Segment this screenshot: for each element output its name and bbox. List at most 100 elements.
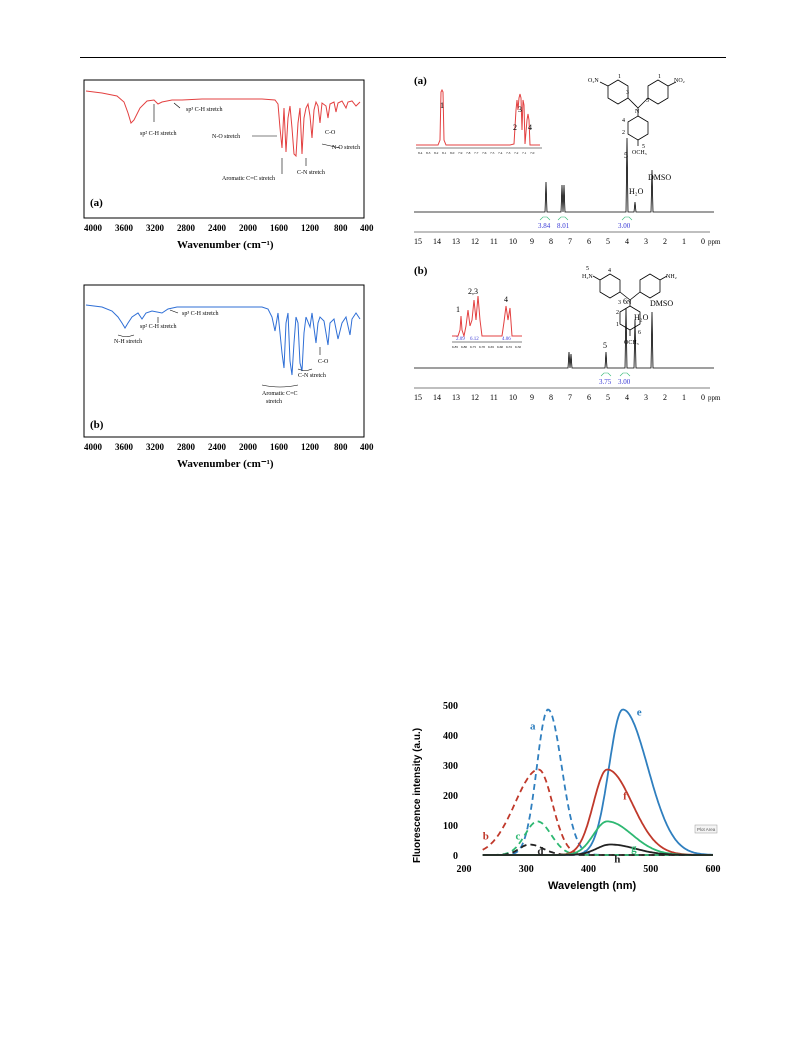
struct-b-group: H₂N xyxy=(582,274,593,280)
struct-b-num: 6 xyxy=(638,330,641,336)
ir-a-xtick: 1200 xyxy=(301,223,320,233)
nmr-a-xtick: 9 xyxy=(530,237,534,246)
nmr-b-inset: 2.09 6.12 4.06 6.85 6.80 6.75 6.70 6.65 … xyxy=(452,287,522,349)
nmr-b-xtick: 6 xyxy=(587,393,591,402)
ir-b-xtick: 3600 xyxy=(115,442,134,452)
ir-a-annot-2: N-O stretch xyxy=(212,134,240,140)
ir-b-annot-6: stretch xyxy=(266,399,282,405)
nmr-a-panel-label: (a) xyxy=(414,75,427,87)
ir-b-xlabel: Wavenumber (cm⁻¹) xyxy=(177,458,274,470)
inset-tick: 6.80 xyxy=(461,345,467,349)
inset-tick: 7.5 xyxy=(490,151,495,155)
nmr-a-xtick: 12 xyxy=(471,237,479,246)
nmr-b-xtick: 11 xyxy=(490,393,498,402)
struct-a-group: NO₂ xyxy=(674,78,685,84)
nmr-a-xtick: 4 xyxy=(625,237,629,246)
ir-b-annot-3: C-O xyxy=(318,359,329,365)
nmr-b-xtick: 7 xyxy=(568,393,572,402)
fl-ytick: 300 xyxy=(443,761,458,772)
ir-b-panel-label: (b) xyxy=(90,419,104,431)
nmr-a-xtick: 5 xyxy=(606,237,610,246)
struct-a-num: 5 xyxy=(642,144,645,150)
struct-a-group: OCH₃ xyxy=(632,150,647,156)
nmr-a-dmso-label: DMSO xyxy=(648,173,671,182)
nmr-b-peak-label: 4 xyxy=(504,295,508,304)
inset-tick: 6.65 xyxy=(488,345,494,349)
nmr-a-xtick: 6 xyxy=(587,237,591,246)
ir-a-annot-1: sp³ C-H stretch xyxy=(186,107,222,113)
ir-b-xtick: 1200 xyxy=(301,442,320,452)
fl-xtick: 500 xyxy=(643,864,658,875)
ir-a-xtick: 4000 xyxy=(84,223,103,233)
nmr-b-xtick: 9 xyxy=(530,393,534,402)
fl-ytick: 500 xyxy=(443,701,458,712)
nmr-a-xtick: 7 xyxy=(568,237,572,246)
ir-a-annot-4: N-O stretch xyxy=(332,145,360,151)
struct-a-num: 3 xyxy=(626,90,629,96)
nmr-b-inset-integral: 4.06 xyxy=(502,337,511,342)
fl-ylabel: Fluorescence intensity (a.u.) xyxy=(412,728,423,863)
inset-tick: 7.1 xyxy=(522,151,527,155)
nmr-b-xtick: 14 xyxy=(433,393,441,402)
fl-series-label-e: e xyxy=(637,707,642,719)
nmr-b-peak-label: 6 xyxy=(623,297,627,306)
inset-tick: 7.2 xyxy=(514,151,519,155)
nmr-b-xtick: 0 xyxy=(701,393,705,402)
fl-series-label-h: h xyxy=(614,854,620,866)
struct-b-group: N xyxy=(627,300,632,306)
ir-a-xtick: 400 xyxy=(360,223,374,233)
ir-b-annot-2: sp³ C-H stretch xyxy=(182,311,218,317)
fl-xlabel: Wavelength (nm) xyxy=(548,880,637,892)
header-rule xyxy=(80,57,726,58)
nmr-a-unit: ppm xyxy=(708,238,721,246)
ir-a-annot-5: Aromatic C=C stretch xyxy=(222,176,275,182)
ir-spectrum-b: (b) N-H stretch sp² C-H stretch sp³ C-H … xyxy=(83,284,374,470)
nmr-b-xtick: 8 xyxy=(549,393,553,402)
structure-a xyxy=(599,79,677,146)
inset-tick: 7.4 xyxy=(498,151,503,155)
struct-b-num: 4 xyxy=(608,268,611,274)
ir-b-xtick: 3200 xyxy=(146,442,165,452)
ir-a-xlabel: Wavenumber (cm⁻¹) xyxy=(177,239,274,251)
fl-xtick: 400 xyxy=(581,864,596,875)
ir-b-xticks: 4000 3600 3200 2800 2400 2000 1600 1200 … xyxy=(84,442,374,452)
ir-a-xtick: 3600 xyxy=(115,223,134,233)
inset-tick: 6.70 xyxy=(479,345,485,349)
ir-a-annot-3: C-O xyxy=(325,130,336,136)
nmr-b-integral: 3.75 xyxy=(599,378,612,386)
nmr-b-integral: 3.00 xyxy=(618,378,631,386)
ir-a-xticks: 4000 3600 3200 2800 2400 2000 1600 1200 … xyxy=(84,223,374,233)
nmr-a-xtick: 10 xyxy=(509,237,517,246)
nmr-a-peak-label: 3 xyxy=(518,105,522,114)
fl-series-label-a: a xyxy=(530,721,536,733)
inset-tick: 7.3 xyxy=(506,151,511,155)
inset-tick: 7.8 xyxy=(466,151,471,155)
struct-a-num: 2 xyxy=(622,130,625,136)
nmr-a-xtick: 0 xyxy=(701,237,705,246)
inset-tick: 6.75 xyxy=(470,345,476,349)
struct-a-group: O₂N xyxy=(588,78,599,84)
nmr-b-water-label: H₂O xyxy=(634,313,649,322)
struct-a-group: N xyxy=(635,109,640,115)
struct-b-num: 5 xyxy=(586,266,589,272)
ir-b-xtick: 1600 xyxy=(270,442,289,452)
nmr-b-panel-label: (b) xyxy=(414,265,428,277)
inset-tick: 8.4 xyxy=(418,151,423,155)
fl-series-h xyxy=(482,843,713,856)
fluorescence-chart: Fluorescence intensity (a.u.) 0 100 200 300… xyxy=(412,701,721,892)
nmr-b-xtick: 1 xyxy=(682,393,686,402)
ir-trace-a xyxy=(85,90,361,158)
ir-a-xtick: 3200 xyxy=(146,223,165,233)
ir-b-xtick: 4000 xyxy=(84,442,103,452)
ir-a-xtick: 2000 xyxy=(239,223,258,233)
nmr-a-xtick: 8 xyxy=(549,237,553,246)
nmr-b-xtick: 15 xyxy=(414,393,422,402)
ir-b-xtick: 2000 xyxy=(239,442,258,452)
fl-series-label-b: b xyxy=(483,831,489,843)
nmr-a-integral: 3.00 xyxy=(618,222,631,230)
nmr-a-xticks: 15 14 13 12 11 10 9 8 7 6 5 4 3 2 1 0 xyxy=(414,237,705,246)
inset-tick: 7.0 xyxy=(530,151,535,155)
struct-b-group: OCH₃ xyxy=(624,340,639,346)
nmr-spectrum-b: (b) 2.09 6.12 4.06 6.85 6.80 6.75 6.70 6… xyxy=(414,265,721,402)
nmr-a-peak-label: 1 xyxy=(440,101,444,110)
